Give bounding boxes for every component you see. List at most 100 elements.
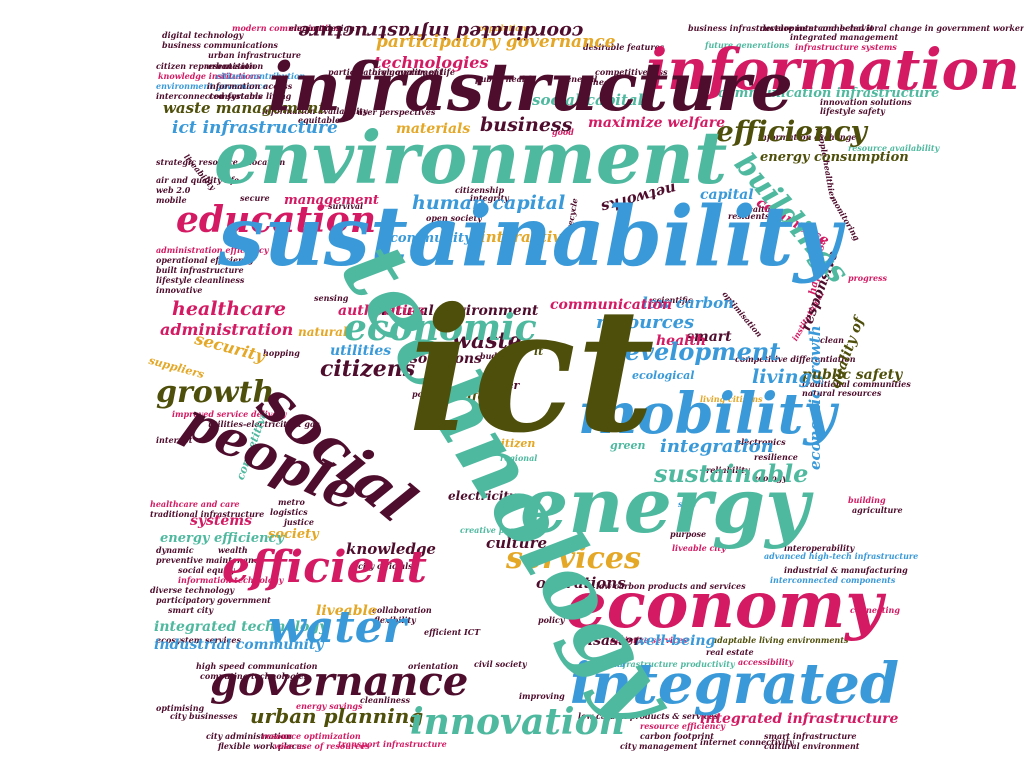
cloud-word: operational efficiency: [156, 255, 254, 265]
cloud-word: web 2.0: [156, 185, 191, 195]
cloud-word: energy: [520, 461, 810, 550]
cloud-word: energy consumption: [760, 150, 909, 165]
cloud-word: political: [412, 389, 449, 399]
cloud-word: clean: [820, 335, 844, 345]
cloud-word: energy efficiency: [160, 531, 285, 546]
cloud-word: economic: [344, 307, 537, 349]
cloud-word: maximize welfare: [588, 115, 726, 131]
cloud-word: life: [462, 389, 486, 404]
cloud-word: electricity: [448, 489, 516, 503]
cloud-word: services: [506, 541, 641, 576]
cloud-word: mobility: [578, 381, 836, 447]
cloud-word: interoperability: [784, 543, 855, 553]
cloud-word: cultural environment: [764, 741, 860, 751]
cloud-word: authorities: [338, 303, 425, 319]
cloud-word: low carbon products and services: [596, 581, 746, 591]
cloud-word: high quality of life: [372, 67, 456, 77]
cloud-word: waste: [452, 328, 522, 354]
cloud-word: communication: [550, 297, 673, 313]
cloud-word: electronics: [736, 437, 786, 447]
cloud-word: agriculture: [852, 505, 903, 515]
cloud-word: citizenship: [455, 185, 505, 195]
cloud-word: resource optimization: [262, 731, 361, 741]
cloud-word: modern communication: [232, 23, 340, 33]
cloud-word: knowledge institutions: [158, 71, 261, 81]
cloud-word: green: [610, 439, 646, 452]
cloud-word: dynamic: [156, 545, 194, 555]
cloud-word: hopping: [263, 348, 300, 358]
cloud-word: good: [552, 127, 574, 137]
cloud-word: regional: [500, 453, 538, 463]
cloud-word: participatory governance: [376, 32, 616, 52]
cloud-word: efficient: [222, 542, 427, 593]
cloud-word: natural resources: [802, 388, 882, 398]
cloud-word: infrastructure systems: [795, 42, 897, 52]
cloud-word: living citizens: [700, 394, 763, 404]
cloud-word: efficiency: [716, 115, 867, 148]
cloud-word: disaster: [578, 633, 641, 649]
cloud-word: residents: [728, 211, 770, 221]
cloud-word: metro: [278, 497, 305, 507]
cloud-word: resource efficiency: [640, 721, 726, 731]
cloud-word: citizen contribution: [216, 71, 306, 81]
cloud-word: lifestyle safety: [820, 106, 885, 116]
cloud-word: high speed communication: [196, 661, 318, 671]
cloud-word: progress: [848, 273, 888, 283]
cloud-word: wealth: [218, 545, 248, 555]
cloud-word: living: [752, 366, 812, 388]
cloud-word: customer: [584, 659, 626, 669]
cloud-word: renewal: [562, 74, 598, 84]
cloud-word: environment governance: [156, 81, 268, 91]
cloud-word: purpose: [670, 529, 707, 539]
cloud-word: human capital: [412, 192, 566, 214]
cloud-word: healthcare: [172, 298, 286, 320]
cloud-word: orientation: [408, 661, 459, 671]
cloud-word: development: [608, 337, 781, 366]
cloud-word: low carbon: [642, 294, 734, 312]
cloud-word: administration: [160, 320, 294, 339]
cloud-word: community: [390, 231, 472, 246]
cloud-word: accessibility: [738, 657, 794, 667]
cloud-word: building: [848, 495, 886, 505]
cloud-word: social capital: [532, 91, 644, 109]
cloud-word: built infrastructure: [156, 265, 244, 275]
cloud-word: sustainability: [218, 189, 842, 285]
cloud-word: heat: [593, 77, 613, 87]
cloud-word: adaptable living environments: [712, 635, 849, 645]
cloud-word: communication infrastructure: [718, 86, 940, 101]
cloud-word: innovative: [156, 285, 203, 295]
cloud-word: business infrastructure interconnected i…: [688, 23, 874, 33]
cloud-word: capital: [700, 187, 754, 203]
cloud-word: environment: [214, 115, 728, 200]
cloud-word: operations: [536, 574, 626, 592]
cloud-word: integrity: [470, 193, 509, 203]
cloud-word: city officials: [358, 561, 413, 571]
cloud-word: mobile: [156, 195, 187, 205]
cloud-word: internet: [156, 435, 193, 445]
cloud-word: information: [646, 37, 1020, 103]
cloud-word: citizen representation: [156, 61, 256, 71]
cloud-word: society: [268, 527, 319, 542]
cloud-word: city administration: [206, 731, 292, 741]
cloud-word: open society: [426, 213, 482, 223]
cloud-word: integration: [660, 436, 774, 457]
cloud-word: well-being: [634, 633, 716, 649]
cloud-word: natural: [298, 325, 348, 339]
cloud-word: interconnected components: [770, 575, 896, 585]
cloud-word: justice: [284, 517, 314, 527]
cloud-word: desirable features: [583, 42, 665, 52]
cloud-word: it: [534, 345, 544, 358]
cloud-word: resource availability: [848, 143, 940, 153]
cloud-word: natural environment: [376, 303, 539, 319]
cloud-word: competitive differentiation: [735, 354, 856, 364]
cloud-word: creative people: [460, 525, 529, 535]
cloud-word: materials: [396, 121, 471, 137]
cloud-word: smart city: [168, 605, 214, 615]
cloud-word: city management: [620, 741, 698, 751]
cloud-word: urban planning: [250, 704, 424, 728]
cloud-word: smart infrastructure: [764, 731, 857, 741]
cloud-word: ecology: [753, 473, 787, 483]
cloud-word: public safety: [802, 367, 903, 383]
cloud-word: equitable: [298, 115, 341, 125]
cloud-word: ecosystem services: [156, 635, 241, 645]
